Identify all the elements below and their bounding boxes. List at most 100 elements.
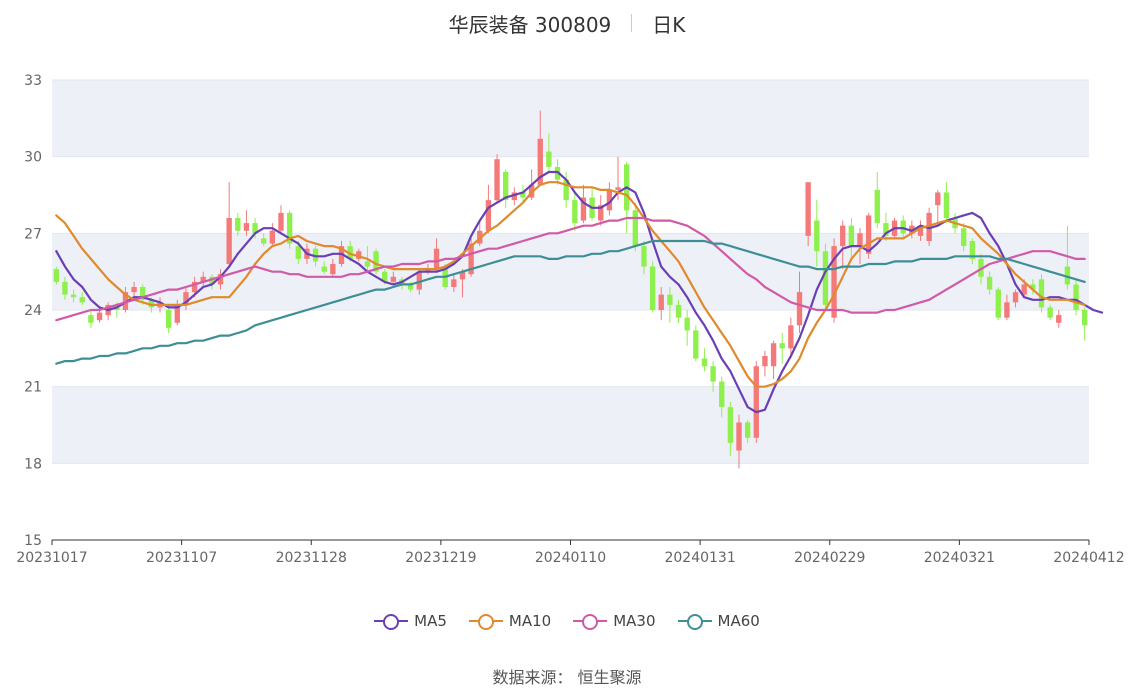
candle-body [1004,302,1010,318]
candle-body [511,192,518,201]
candle-body [675,304,682,318]
candle-body [468,243,474,275]
candle-body [1038,279,1045,308]
candle-body [701,358,708,367]
source-value: 恒生聚源 [577,668,642,687]
candle-body [822,251,829,305]
source-label: 数据来源： [492,668,573,687]
grid-band [52,80,1089,157]
candle-body [312,248,319,262]
candle-body [710,366,716,382]
candle-body [641,246,647,267]
candle-body [503,172,509,201]
candle-body [96,312,103,321]
candle-body [356,251,362,259]
candle-body [433,248,440,270]
x-tick-label: 20231128 [276,550,347,566]
candle-body [1073,284,1079,310]
candle-body [995,289,1001,318]
candle-body [70,294,77,298]
candle-body [278,212,284,231]
candle-body [1056,315,1062,323]
legend-label-ma10: MA10 [508,612,552,630]
candle-body [684,317,690,331]
candle-body [900,220,906,234]
candle-body [183,292,189,305]
candle-body [969,241,976,259]
legend-label-ma60: MA60 [717,612,760,630]
data-source: 数据来源： 恒生聚源 [0,664,1134,688]
candle-body [286,212,293,244]
candle-body [546,151,552,167]
candle-body [865,215,872,254]
candle-body [217,274,224,285]
candle-body [209,276,215,285]
candle-body [857,233,863,247]
legend-item-ma10[interactable]: MA10 [468,612,552,630]
candle-body [727,407,734,443]
candle-body [174,304,180,323]
candle-body [494,159,500,201]
x-tick-label: 20240131 [664,550,735,566]
candle-body [243,223,250,231]
candle-body [814,220,820,252]
candlestick-chart: 15 18 21 24 27 30 33 20231017 20231107 20231128 20… [16,73,1124,566]
title-separator [631,14,633,32]
candle-body [986,276,993,290]
candle-body [53,269,59,282]
candle-body [235,218,241,231]
candle-body [364,261,371,267]
candle-body [131,287,137,293]
chart-title: 华辰装备 300809 日K [0,8,1134,38]
candle-body [295,246,301,259]
legend-item-ma30[interactable]: MA30 [573,612,656,630]
candle-body [226,218,232,264]
legend-swatch-ma10 [468,614,503,630]
candle-body [693,330,699,359]
legend-item-ma60[interactable]: MA60 [677,612,760,630]
y-tick-label: 18 [24,456,42,472]
candle-body [1030,284,1036,290]
candle-body [598,205,604,221]
candle-body [382,271,388,282]
candle-body [79,297,85,303]
candle-body [114,307,120,310]
candle-body [649,266,656,310]
candle-body [788,325,794,349]
candle-body [520,192,526,198]
ma-line-ma10 [55,181,1086,388]
candle-body [632,210,638,247]
y-tick-label: 27 [24,226,42,242]
ma-line-ma30 [55,216,1086,322]
x-tick-label: 20231219 [405,550,476,566]
candle-body [1064,266,1071,285]
candle-body [615,187,621,190]
candle-body [744,422,751,438]
candle-body [62,281,68,295]
candle-body [330,264,336,275]
candle-body [572,200,578,224]
candle-body [165,310,172,328]
candle-body [191,281,198,293]
candle-body [961,228,967,247]
candle-body [140,287,146,300]
candle-body [883,223,889,236]
legend-swatch-ma60 [677,614,712,630]
candle-body [658,294,664,310]
candle-body [1021,284,1027,295]
candle-body [779,343,785,349]
candle-body [200,276,206,282]
candle-body [485,200,492,231]
candle-body [407,284,414,290]
stock-name: 华辰装备 300809 [448,12,612,37]
candle-body [537,138,543,185]
y-tick-label: 24 [24,303,42,319]
x-tick-label: 20240321 [924,550,995,566]
candle-body [943,192,950,218]
legend-item-ma5[interactable]: MA5 [374,612,447,630]
candle-body [736,422,742,451]
candle-body [805,182,811,236]
candle-body [88,315,94,323]
legend-label-ma5: MA5 [414,612,447,630]
candle-body [269,230,276,244]
